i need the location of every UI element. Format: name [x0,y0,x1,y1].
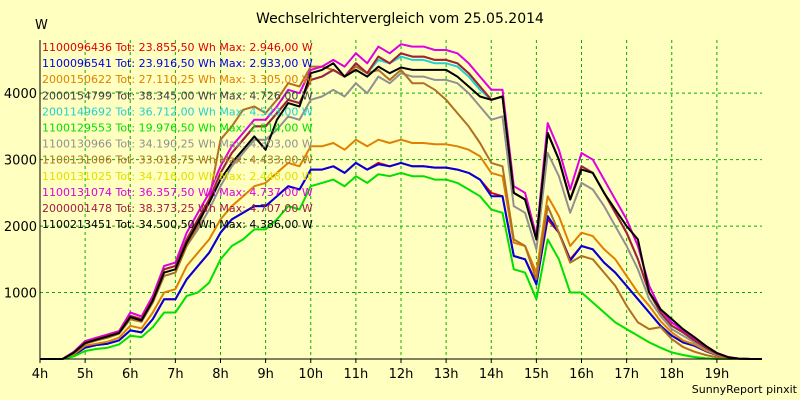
series-line-2000150622 [40,138,762,360]
legend-entry-2000150622: 2000150622 Tot: 27.110,25 Wh Max: 3.305,… [42,73,313,86]
tick-labels: 4h 5h 6h 7h 8h 9h 10h 11h 12h 13h 14h 15h 16h 17h 18h 1… [4,87,729,382]
legend: 1100096436 Tot: 23.855,50 Wh Max: 2.946,… [42,41,313,231]
x-tick-label-7: 11h [343,367,368,382]
legend-entry-1100131025: 1100131025 Tot: 34.716,00 Wh Max: 2.448,… [42,170,313,183]
series-lines [40,43,762,360]
series-line-1100131006 [40,65,762,360]
x-tick-label-5: 9h [257,367,274,382]
x-tick-label-12: 16h [569,367,594,382]
legend-entry-1100131006: 1100131006 Tot: 33.018,75 Wh Max: 4.433,… [42,154,313,167]
y-tick-label-1: 2000 [4,220,37,235]
y-tick-label-3: 4000 [4,87,37,102]
y-axis-unit: W [35,18,48,33]
y-tick-label-0: 1000 [4,287,37,302]
chart-footer: SunnyReport pinxit [692,383,798,396]
x-tick-label-1: 5h [77,367,94,382]
x-tick-label-4: 8h [212,367,229,382]
series-line-1100129553 [40,171,762,360]
x-tick-label-6: 10h [298,367,323,382]
legend-entry-1100129553: 1100129553 Tot: 19.976,50 Wh Max: 2.814,… [42,122,313,135]
x-tick-label-11: 15h [524,367,549,382]
x-tick-label-15: 19h [704,367,729,382]
x-tick-label-13: 17h [614,367,639,382]
grid [40,40,762,359]
x-tick-label-9: 13h [434,367,459,382]
legend-entry-2001149692: 2001149692 Tot: 36.712,00 Wh Max: 4.523,… [42,105,313,118]
legend-entry-1100213451: 1100213451 Tot: 34.500,50 Wh Max: 4.386,… [42,218,313,231]
legend-entry-1100130966: 1100130966 Tot: 34.190,25 Wh Max: 4.303,… [42,138,313,151]
x-tick-label-10: 14h [479,367,504,382]
x-tick-label-0: 4h [32,367,49,382]
x-tick-label-2: 6h [122,367,139,382]
y-tick-label-2: 3000 [4,154,37,169]
legend-entry-2000001478: 2000001478 Tot: 38.373,25 Wh Max: 4.707,… [42,202,313,215]
x-tick-label-8: 12h [389,367,414,382]
series-line-2000001478 [40,52,762,360]
x-tick-label-14: 18h [659,367,684,382]
legend-entry-1100096541: 1100096541 Tot: 23.916,50 Wh Max: 2.933,… [42,57,313,70]
legend-entry-1100131074: 1100131074 Tot: 36.357,50 Wh Max: 4.737,… [42,186,313,199]
x-tick-label-3: 7h [167,367,184,382]
legend-entry-1100096436: 1100096436 Tot: 23.855,50 Wh Max: 2.946,… [42,41,313,54]
chart-title: Wechselrichtervergleich vom 25.05.2014 [256,11,544,27]
legend-entry-2000154799: 2000154799 Tot: 38.345,00 Wh Max: 4.726,… [42,89,313,102]
series-line-1100213451 [40,62,762,360]
series-line-1100096541 [40,161,762,360]
